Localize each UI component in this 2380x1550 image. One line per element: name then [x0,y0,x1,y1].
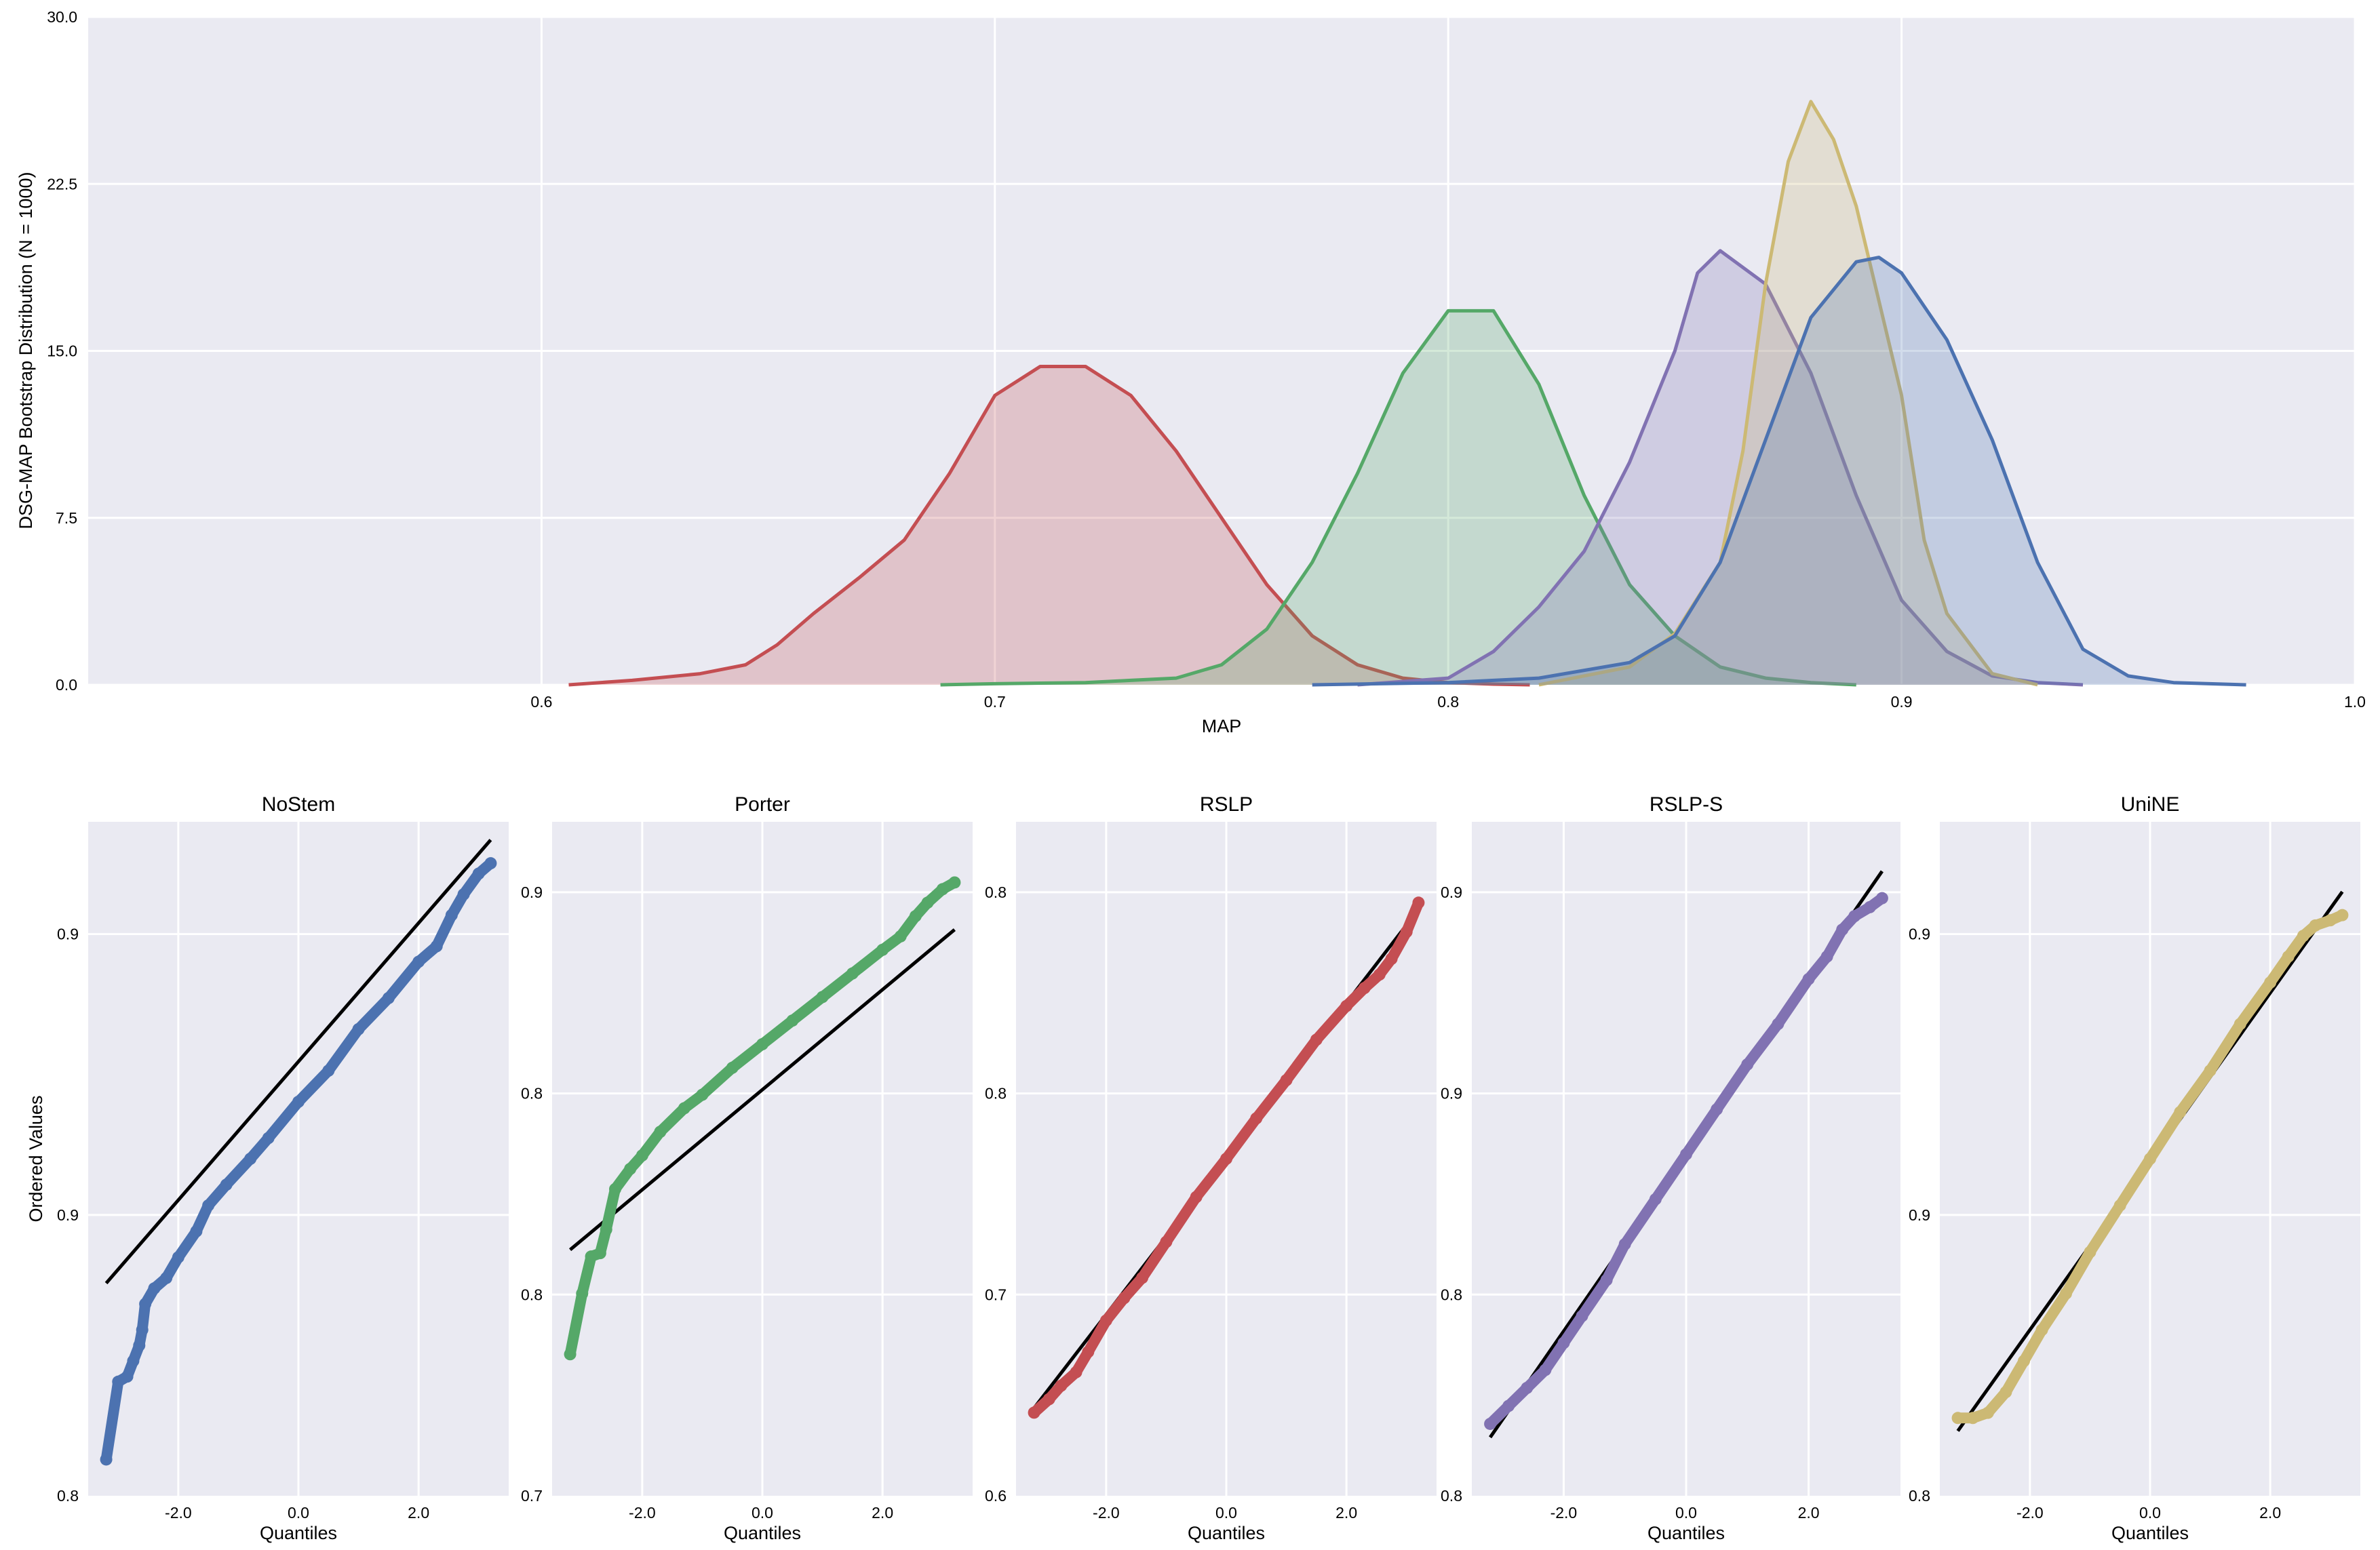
density-y-tick-label: 22.5 [47,175,77,193]
qq-title: NoStem [262,793,335,816]
qq-x-tick-label: -2.0 [165,1504,192,1522]
density-x-tick-labels: 0.6 0.7 0.8 0.9 1.0 [530,693,2366,711]
qq-y-tick-label: 0.8 [57,1487,79,1505]
qq-x-tick-label: 0.0 [752,1504,773,1522]
qq-y-tick-label: 0.8 [521,1286,543,1303]
qq-x-tick-label: -2.0 [1093,1504,1120,1522]
density-area-red [568,366,1530,685]
qq-reference-line [568,928,956,1252]
density-area-yellow [1538,101,2038,685]
density-x-axis-label: MAP [1202,716,1242,736]
density-x-tick-label: 0.8 [1437,693,1459,711]
density-y-tick-label: 15.0 [47,342,77,360]
qq-x-tick-label: 2.0 [2259,1504,2281,1522]
qq-y-tick-label: 0.8 [985,883,1007,901]
density-line-purple [1357,249,2084,687]
qq-y-tick-label: 0.8 [1909,1487,1930,1505]
qq-y-tick-label: 0.9 [521,883,543,901]
qq-x-tick-label: 2.0 [872,1504,893,1522]
qq-y-tick-label: 0.9 [1909,926,1930,943]
qq-x-tick-label: 0.0 [2139,1504,2161,1522]
qq-title: RSLP [1200,793,1253,816]
density-area-blue [1312,257,2246,685]
qq-x-tick-label: 0.0 [288,1504,309,1522]
qq-reference-line [104,839,492,1285]
qq-x-tick-label: 0.0 [1215,1504,1237,1522]
qq-panel-rslp: -2.0 0.0 2.0 0.6 0.7 0.8 0.8 RSLP Quantiles [985,793,1437,1543]
density-line-green [940,309,1856,687]
qq-y-tick-label: 0.8 [1441,1487,1462,1505]
qq-point-band [1952,909,2348,1424]
qq-x-tick-label: -2.0 [629,1504,656,1522]
qq-point-band [100,858,496,1465]
qq-y-tick-label: 0.6 [985,1487,1007,1505]
qq-x-axis-label: Quantiles [1647,1523,1725,1543]
qq-x-tick-label: 2.0 [408,1504,429,1522]
qq-x-axis-label: Quantiles [724,1523,801,1543]
qq-panel-rslp-s: -2.0 0.0 2.0 0.8 0.8 0.9 0.9 RSLP-S Quantiles [1441,793,1900,1543]
density-y-tick-label: 30.0 [47,8,77,26]
density-y-axis-label: DSG-MAP Bootstrap Distribution (N = 1000… [16,172,36,530]
qq-x-tick-label: 2.0 [1335,1504,1357,1522]
qq-title: Porter [735,793,790,816]
qq-y-tick-label: 0.8 [985,1085,1007,1102]
density-panel: 0.6 0.7 0.8 0.9 1.0 0.0 7.5 15.0 22.5 30.0 MAP D… [16,8,2366,736]
qq-x-axis-label: Quantiles [1188,1523,1265,1543]
qq-y-tick-label: 0.9 [1909,1206,1930,1224]
density-line-red [568,365,1530,687]
qq-y-tick-label: 0.8 [521,1085,543,1102]
qq-y-tick-label: 0.7 [985,1286,1007,1303]
density-y-tick-labels: 0.0 7.5 15.0 22.5 30.0 [47,8,77,694]
qq-x-tick-label: -2.0 [1550,1504,1578,1522]
qq-panel-nostem: -2.0 0.0 2.0 0.8 0.9 0.9 NoStem Quantiles Ordere… [26,793,509,1543]
qq-panel-porter: -2.0 0.0 2.0 0.7 0.8 0.8 0.9 Porter Quantiles [521,793,973,1543]
qq-y-tick-label: 0.7 [521,1487,543,1505]
qq-y-tick-label: 0.9 [57,926,79,943]
density-area-green [940,311,1856,685]
density-area-purple [1357,250,2083,685]
qq-y-tick-label: 0.9 [1441,883,1462,901]
qq-y-axis-label: Ordered Values [26,1095,46,1222]
density-y-tick-label: 7.5 [56,509,77,527]
qq-y-tick-label: 0.9 [1441,1085,1462,1102]
qq-panel-unine: -2.0 0.0 2.0 0.8 0.9 0.9 UniNE Quantiles [1909,793,2360,1543]
qq-x-tick-label: -2.0 [2016,1504,2044,1522]
qq-x-axis-label: Quantiles [2111,1523,2189,1543]
density-x-tick-label: 0.6 [530,693,552,711]
qq-y-tick-label: 0.8 [1441,1286,1462,1303]
qq-point-band [564,877,960,1360]
density-line-blue [1312,256,2246,687]
density-y-tick-label: 0.0 [56,676,77,694]
qq-x-axis-label: Quantiles [260,1523,337,1543]
density-x-tick-label: 0.9 [1891,693,1913,711]
qq-title: UniNE [2121,793,2180,816]
density-areas [568,100,2246,687]
qq-point-band [1485,892,1888,1429]
density-x-tick-label: 0.7 [984,693,1006,711]
qq-y-tick-label: 0.9 [57,1206,79,1224]
qq-point-band [1028,897,1424,1418]
density-x-tick-label: 1.0 [2344,693,2366,711]
density-grid [88,16,2356,686]
qq-x-tick-label: 2.0 [1798,1504,1820,1522]
qq-x-tick-label: 0.0 [1675,1504,1697,1522]
qq-panels: -2.0 0.0 2.0 0.8 0.9 0.9 NoStem Quantiles Ordere… [26,793,2360,1543]
qq-title: RSLP-S [1650,793,1723,816]
